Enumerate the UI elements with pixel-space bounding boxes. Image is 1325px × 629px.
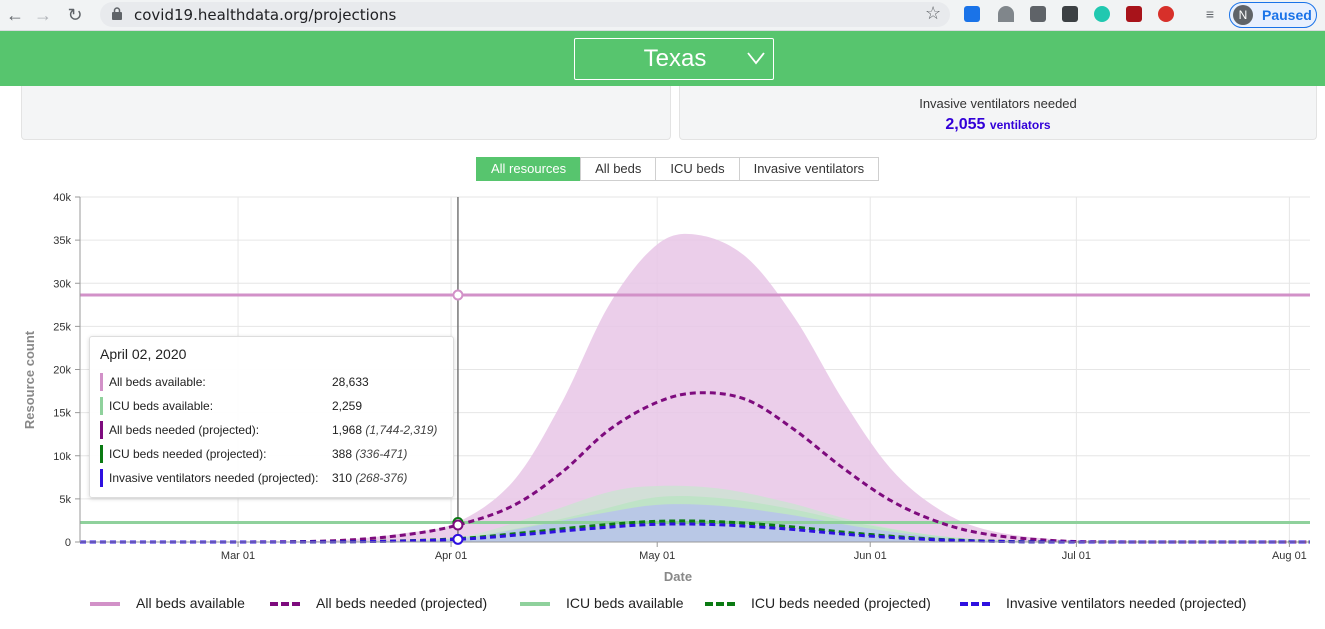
address-bar[interactable]: covid19.healthdata.org/projections: [100, 2, 950, 27]
legend-label: ICU beds available: [566, 595, 684, 611]
reload-icon[interactable]: ↻: [67, 5, 83, 25]
chart-tooltip: April 02, 2020 All beds available: 28,633…: [89, 336, 454, 498]
legend-label: Invasive ventilators needed (projected): [1006, 595, 1247, 611]
location-dropdown[interactable]: Texas: [574, 38, 774, 80]
y-tick-label: 15k: [53, 408, 71, 420]
y-axis-title: Resource count: [22, 330, 37, 429]
ventilators-uncertainty-band: [80, 504, 1310, 542]
icu-beds-needed-line: [79, 519, 1310, 544]
tooltip-label: ICU beds needed (projected):: [109, 447, 267, 461]
profile-button[interactable]: N Paused: [1229, 2, 1317, 28]
tooltip-color-bar: [100, 373, 103, 391]
tab-all-resources[interactable]: All resources: [476, 157, 582, 181]
y-tick-label: 30k: [53, 278, 71, 290]
ventilators-card-value: 2,055 ventilators: [680, 116, 1316, 134]
tooltip-range: (1,744-2,319): [365, 423, 438, 437]
extension-drive-icon[interactable]: [998, 6, 1014, 22]
lock-icon: [112, 7, 122, 20]
marker-all-beds-needed: [452, 519, 464, 531]
media-queue-icon[interactable]: ≡: [1205, 6, 1215, 22]
x-tick-label: Jul 01: [1062, 550, 1091, 562]
legend-swatch: [520, 602, 550, 606]
legend-label: All beds needed (projected): [316, 595, 488, 611]
x-tick-label: May 01: [639, 550, 675, 562]
y-tick-label: 20k: [53, 365, 71, 377]
tooltip-label: ICU beds available:: [109, 399, 214, 413]
ventilators-needed-line: [79, 522, 1310, 544]
forward-arrow-icon[interactable]: →: [34, 5, 52, 25]
legend-swatch: [270, 602, 300, 606]
ventilators-unit: ventilators: [989, 118, 1051, 132]
extension-window-icon[interactable]: [1030, 6, 1046, 22]
tooltip-value: 388 (336-471): [332, 447, 408, 461]
x-tick-label: Apr 01: [435, 550, 467, 562]
y-tick-label: 40k: [53, 192, 71, 204]
tooltip-color-bar: [100, 469, 103, 487]
y-tick-label: 10k: [53, 451, 71, 463]
x-axis-title: Date: [664, 569, 692, 584]
legend-label: All beds available: [136, 595, 245, 611]
tooltip-color-bar: [100, 397, 103, 415]
browser-toolbar: ← → ↻ covid19.healthdata.org/projections…: [0, 0, 1325, 31]
y-tick-label: 35k: [53, 235, 71, 247]
y-tick-label: 25k: [53, 321, 71, 333]
extension-tc-icon[interactable]: [1062, 6, 1078, 22]
tab-all-beds[interactable]: All beds: [580, 157, 657, 181]
url-text: covid19.healthdata.org/projections: [134, 6, 397, 24]
extension-chat-icon[interactable]: [1094, 6, 1110, 22]
tooltip-color-bar: [100, 445, 103, 463]
tooltip-label: All beds needed (projected):: [109, 423, 260, 437]
legend-swatch: [90, 602, 120, 606]
resource-tabs: All resources All beds ICU beds Invasive…: [476, 157, 880, 181]
back-arrow-icon[interactable]: ←: [6, 5, 24, 25]
bookmark-star-icon[interactable]: ☆: [925, 3, 942, 23]
legend-swatch: [960, 602, 990, 606]
tab-icu-beds[interactable]: ICU beds: [655, 157, 740, 181]
extension-ublock-icon[interactable]: [1126, 6, 1142, 22]
x-tick-label: Jun 01: [854, 550, 887, 562]
location-label: Texas: [643, 45, 707, 72]
summary-card-ventilators: Invasive ventilators needed 2,055 ventil…: [679, 86, 1317, 140]
icu-beds-uncertainty-band: [80, 495, 1310, 542]
tooltip-label: All beds available:: [109, 375, 206, 389]
tooltip-value: 1,968 (1,744-2,319): [332, 423, 438, 437]
legend-label: ICU beds needed (projected): [751, 595, 931, 611]
x-tick-label: Mar 01: [221, 550, 255, 562]
summary-card-left: [21, 86, 671, 140]
x-tick-label: Aug 01: [1272, 550, 1307, 562]
chevron-down-icon: [747, 52, 765, 65]
tooltip-color-bar: [100, 421, 103, 439]
site-header: Texas: [0, 31, 1325, 86]
legend-swatch: [705, 602, 735, 606]
tooltip-label: Invasive ventilators needed (projected):: [109, 471, 319, 485]
y-tick-label: 5k: [59, 494, 71, 506]
avatar: N: [1233, 5, 1253, 25]
tooltip-range: (268-376): [355, 471, 408, 485]
marker-icu-beds-available: [452, 517, 464, 529]
tooltip-date: April 02, 2020: [100, 346, 187, 362]
ventilators-count: 2,055: [945, 116, 986, 133]
tooltip-value: 2,259: [332, 399, 363, 413]
extension-new-icon[interactable]: [964, 6, 980, 22]
marker-all-beds-available: [452, 289, 464, 301]
profile-status: Paused: [1262, 7, 1312, 23]
tab-invasive-ventilators[interactable]: Invasive ventilators: [738, 157, 880, 181]
extension-adblock-icon[interactable]: [1158, 6, 1174, 22]
tooltip-value: 28,633: [332, 375, 369, 389]
tooltip-value: 310 (268-376): [332, 471, 408, 485]
marker-ventilators-needed: [452, 533, 464, 545]
chart-crosshair: [452, 197, 464, 545]
y-tick-label: 0: [65, 537, 71, 549]
tooltip-range: (336-471): [355, 447, 408, 461]
ventilators-card-title: Invasive ventilators needed: [919, 96, 1077, 111]
